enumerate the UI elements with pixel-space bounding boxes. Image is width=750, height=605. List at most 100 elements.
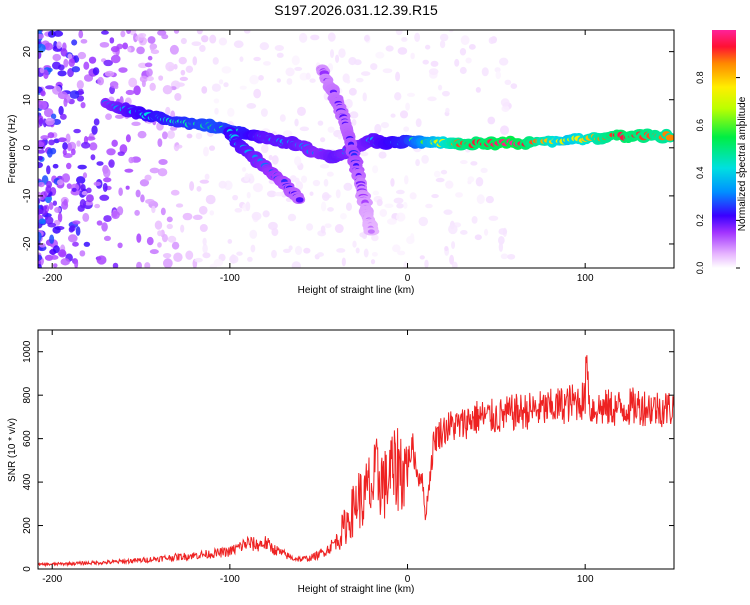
spectrogram-noise-blob [49,234,55,245]
spectrogram-noise-blob [380,122,390,129]
spectrogram-noise-blob [421,154,429,164]
spectrogram-noise-blob [99,41,110,48]
colorbar-tick-label: 0.2 [695,214,705,227]
spectrogram-noise-blob [363,248,369,258]
spectrogram-noise-blob [166,216,173,223]
spectrogram-y-tick-label: 0 [22,145,33,151]
spectrogram-noise-blob [54,206,62,214]
spectrogram-noise-blob [38,141,45,148]
spectrogram-noise-blob [382,68,393,74]
colorbar-ticks: 0.0 0.2 0.4 0.6 0.8 [695,71,740,274]
spectrogram-noise-blob [101,222,108,232]
spectrogram-noise-blob [260,108,268,117]
spectrogram-noise-blob [114,114,125,119]
spectrogram-noise-blob [125,30,132,34]
spectrogram-noise-blob [72,241,79,247]
spectrogram-noise-blob [66,162,72,170]
spectrogram-noise-blob [57,137,67,143]
spectrogram-noise-blob [253,88,262,99]
spectrogram-noise-blob [149,43,155,52]
spectrogram-noise-blob [97,76,104,86]
spectrogram-noise-blob [109,37,115,44]
spectrogram-noise-blob [118,67,128,73]
spectrogram-noise-blob [480,167,488,174]
spectrogram-noise-blob [178,56,187,65]
spectrogram-noise-blob [455,192,463,198]
spectrogram-noise-blob [76,140,81,147]
spectrogram-noise-blob [320,137,326,143]
spectrogram-noise-blob [91,125,98,135]
spectrogram-noise-blob [120,30,126,38]
spectrogram-noise-blob [294,66,303,71]
spectrogram-noise-blob [53,30,64,37]
spectrogram-noise-blob [82,172,88,179]
spectrogram-noise-blob [424,259,429,268]
spectrogram-noise-blob [103,215,112,223]
spectrogram-noise-blob [317,120,324,126]
snr-y-tick-label: 600 [22,430,33,447]
spectrogram-noise-blob [268,154,273,161]
spectrogram-noise-blob [334,223,344,234]
spectrogram-noise-blob [160,207,166,216]
spectrogram-noise-blob [169,44,179,55]
spectrogram-noise-blob [227,239,233,244]
spectrogram-noise-blob [439,33,449,42]
spectrogram-noise-blob [38,263,42,268]
spectrogram-noise-blob [158,158,168,165]
spectrogram-noise-blob [393,197,404,204]
spectrogram-noise-blob [303,247,311,254]
spectrogram-noise-blob [433,170,441,178]
spectrogram-noise-blob [92,67,100,76]
spectrogram-noise-blob [96,255,107,265]
spectrogram-noise-blob [498,57,509,66]
spectrogram-noise-blob [460,230,468,235]
spectrogram-noise-blob [266,190,277,198]
spectrogram-noise-blob [218,37,228,46]
spectrogram-noise-blob [327,126,335,133]
spectrogram-noise-blob [419,255,425,260]
spectrogram-noise-blob [428,68,439,76]
spectrogram-noise-blob [427,96,437,102]
spectrogram-noise-blob [86,187,92,194]
spectrogram-noise-blob [52,245,60,254]
spectrogram-noise-blob [47,222,57,228]
spectrogram-noise-blob [103,167,111,178]
spectrogram-noise-blob [338,48,346,58]
spectrogram-noise-blob [324,223,332,229]
spectrogram-noise-blob [56,179,64,186]
spectrogram-noise-blob [124,168,134,173]
spectrogram-noise-blob [474,234,482,241]
spectrogram-noise-blob [83,241,91,247]
spectrogram-noise-blob [501,105,510,112]
spectrogram-noise-blob [194,257,203,263]
colorbar-tick-label: 0.4 [695,167,705,180]
spectrogram-noise-blob [112,262,119,268]
spectrogram-noise-blob [161,34,169,40]
spectrogram-noise-blob [38,254,43,261]
snr-x-tick-label: 100 [577,574,594,585]
figure-title: S197.2026.031.12.39.R15 [274,2,438,18]
spectrogram-noise-blob [262,61,271,66]
spectrogram-noise-blob [239,56,244,62]
spectrogram-noise-blob [223,82,229,88]
spectrogram-noise-blob [157,242,162,248]
spectrogram-noise-blob [283,130,293,138]
snr-x-tick-label: -100 [220,574,240,585]
spectrogram-noise-blob [451,241,456,250]
spectrogram-noise-blob [179,76,189,82]
spectrogram-noise-blob [279,114,286,122]
spectrogram-noise-blob [337,133,342,140]
spectrogram-noise-blob [99,194,110,201]
spectrogram-noise-blob [448,30,454,33]
spectrogram-noise-blob [69,225,76,232]
spectrogram-noise-blob [376,199,383,207]
spectrogram-noise-blob [39,67,45,74]
spectrogram-noise-blob [209,210,215,216]
spectrogram-noise-blob [309,191,314,196]
spectrogram-noise-blob [175,82,185,87]
spectrogram-noise-blob [182,212,193,221]
spectrogram-noise-blob [80,101,86,109]
spectrogram-noise-blob [146,76,154,82]
spectrogram-noise-blob [370,63,378,71]
